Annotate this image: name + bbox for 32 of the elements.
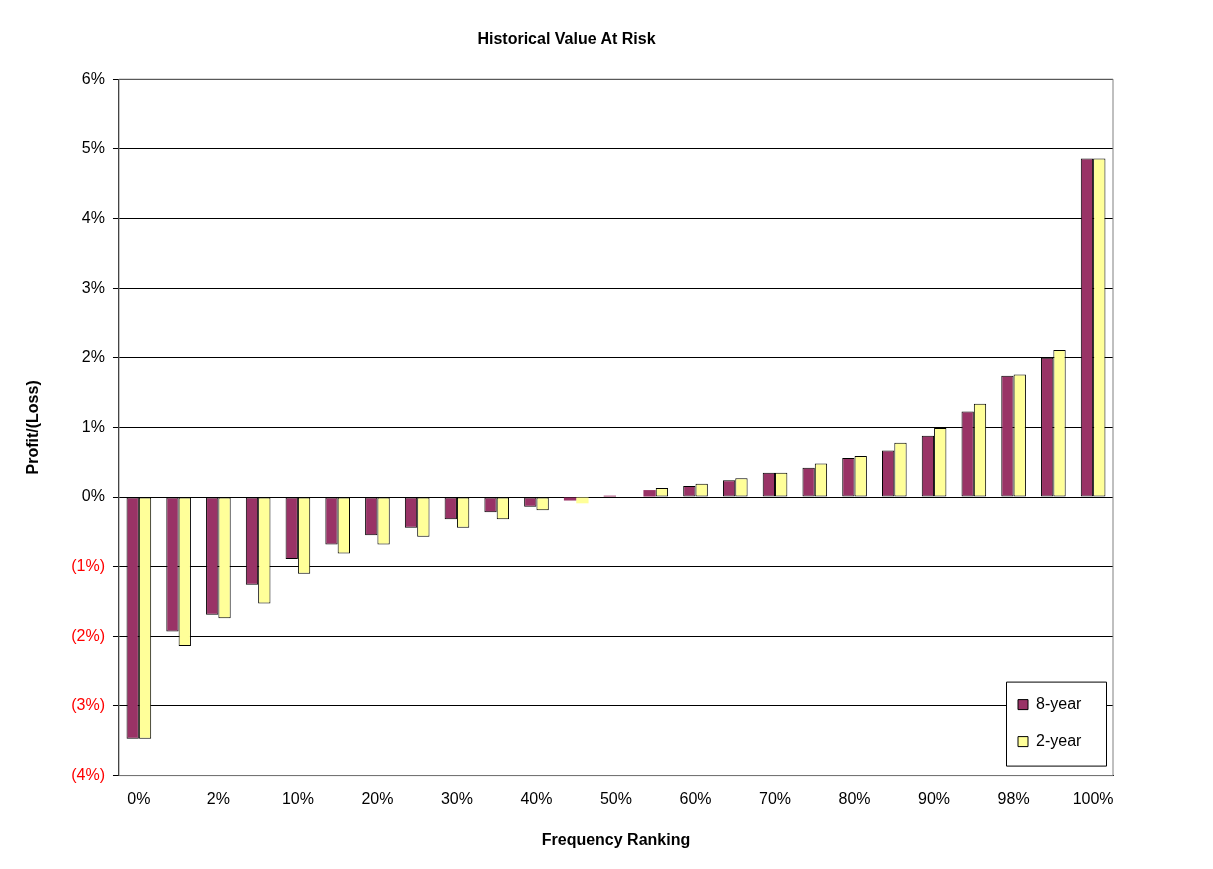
legend-label: 2-year [1036,732,1083,750]
x-tick-label: 70% [759,789,792,807]
y-tick-label: 0% [81,487,105,505]
x-tick-label: 80% [838,789,871,807]
x-tick-label: 90% [918,789,951,807]
y-tick-label: 4% [81,208,105,226]
x-tick-label: 50% [599,789,633,807]
x-tick-label: 60% [679,789,712,807]
y-axis-title: Profit/(Loss) [24,380,42,475]
x-tick-label: 0% [127,789,151,807]
bar [576,497,589,504]
bar [563,497,577,501]
chart-title: Historical Value At Risk [477,30,656,48]
x-tick-label: 10% [281,789,314,807]
x-tick-label: 100% [1072,789,1114,807]
y-tick-label: (3%) [71,696,105,714]
y-tick-label: 5% [81,139,105,157]
bar [643,490,656,497]
y-tick-label: 3% [81,278,105,296]
x-tick-label: 30% [440,789,473,807]
legend-label: 8-year [1036,695,1083,713]
y-tick-label: 1% [81,417,105,435]
y-tick-label: 2% [81,348,105,366]
y-tick-label: (1%) [71,557,105,575]
x-tick-label: 2% [206,789,230,807]
y-tick-label: (4%) [71,766,105,784]
x-tick-label: 20% [361,789,394,807]
x-tick-label: 98% [997,789,1030,807]
y-tick-label: 6% [81,69,105,87]
x-axis-title: Frequency Ranking [541,830,691,848]
x-tick-label: 40% [520,789,553,807]
y-tick-label: (2%) [71,626,105,644]
